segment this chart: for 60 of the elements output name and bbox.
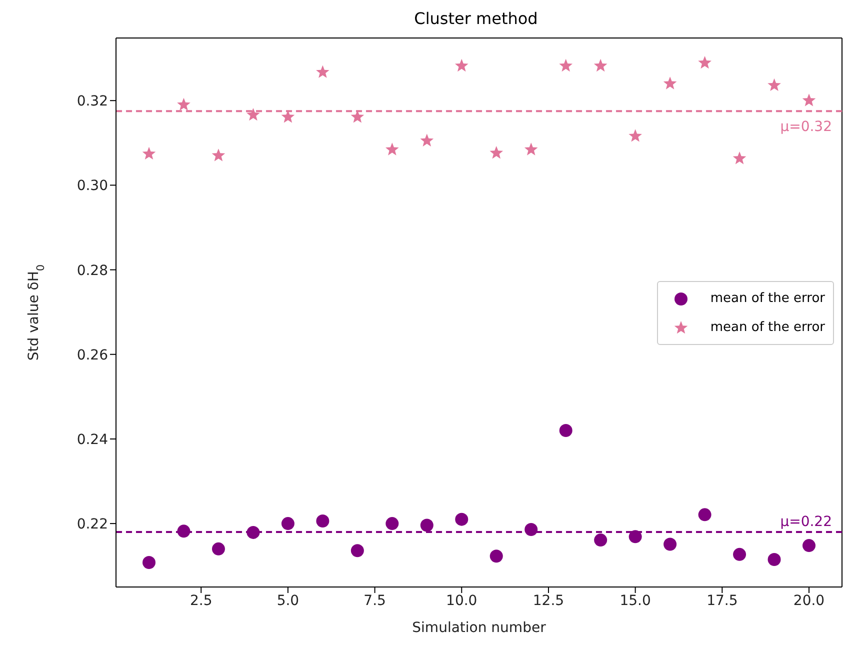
point [698, 56, 712, 69]
chart-title: Cluster method [413, 8, 539, 30]
y-tick-label: 0.26 [76, 347, 108, 364]
legend-label: mean of the error [710, 320, 825, 335]
x-tick-label: 15.0 [620, 592, 651, 609]
point [594, 534, 608, 547]
x-tick-label: 17.5 [706, 592, 738, 609]
point [246, 108, 260, 121]
point [732, 152, 746, 164]
point [246, 526, 260, 539]
x-tick-label: 20.0 [793, 592, 825, 609]
x-axis-title: Simulation number [412, 620, 546, 636]
point [768, 553, 781, 566]
y-tick-label: 0.28 [76, 262, 108, 279]
point [628, 129, 642, 142]
ref-line-label: μ=0.22 [780, 514, 832, 530]
point [350, 110, 364, 123]
point [212, 542, 225, 556]
point [177, 524, 190, 538]
point [559, 424, 572, 438]
point [524, 142, 538, 156]
ref-line-label: μ=0.32 [780, 119, 832, 136]
y-tick-label: 0.32 [76, 94, 108, 110]
point [281, 517, 294, 530]
legend-label: mean of the error [710, 291, 825, 306]
point [316, 65, 330, 78]
point [663, 76, 677, 90]
point [281, 110, 295, 123]
point [142, 146, 156, 160]
point [454, 58, 468, 72]
point [490, 550, 503, 563]
point [802, 94, 816, 106]
point [733, 548, 746, 561]
point [420, 518, 434, 532]
x-tick-label: 12.5 [532, 592, 564, 609]
y-tick-label: 0.24 [76, 432, 108, 448]
point [386, 517, 399, 530]
point [350, 544, 364, 558]
point [664, 538, 677, 551]
x-tick-label: 7.5 [364, 592, 386, 609]
point [594, 58, 608, 72]
y-tick-label: 0.30 [76, 178, 108, 194]
point [142, 556, 156, 569]
point [628, 530, 642, 544]
point [455, 512, 468, 526]
x-tick-label: 2.5 [190, 592, 212, 609]
point [768, 78, 781, 92]
point [559, 58, 572, 72]
point [524, 522, 538, 536]
point [386, 142, 399, 156]
x-tick-label: 10.0 [446, 592, 478, 609]
point [802, 539, 816, 552]
point [212, 148, 226, 162]
point [420, 134, 434, 146]
point [490, 146, 504, 159]
point [698, 508, 712, 522]
y-tick-label: 0.22 [76, 516, 108, 533]
point [177, 98, 190, 110]
x-tick-label: 5.0 [276, 592, 300, 609]
point [316, 514, 330, 528]
